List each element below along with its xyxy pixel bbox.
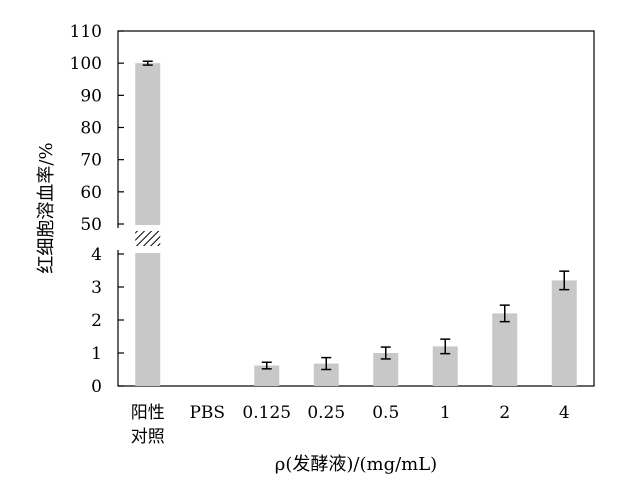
- y-tick-label: 3: [91, 278, 102, 298]
- bar: [492, 313, 518, 386]
- y-tick-label: 90: [80, 86, 102, 106]
- y-tick-label: 80: [80, 119, 102, 139]
- x-axis-label: ρ(发酵液)/(mg/mL): [275, 454, 437, 475]
- x-tick-label-line2: 对照: [131, 427, 165, 447]
- y-tick-label: 2: [91, 311, 102, 331]
- y-tick-label: 1: [91, 344, 102, 364]
- y-axis-label: 红细胞溶血率/%: [36, 142, 57, 273]
- axis-break-mark: [135, 231, 161, 246]
- x-tick-label: 1: [440, 403, 451, 423]
- bar: [135, 63, 161, 387]
- y-tick-label: 70: [80, 151, 102, 171]
- bars-group: [134, 63, 577, 387]
- bar: [313, 363, 339, 386]
- x-tick-label: 4: [559, 403, 570, 423]
- x-tick-label: 0.125: [242, 403, 291, 423]
- plot-border: [117, 30, 595, 387]
- y-axis-ticks: 0 1 2 3 4 50 60 70 80 90 100 110: [70, 22, 124, 397]
- error-bars-group: [142, 60, 570, 371]
- plot-frame: [115, 30, 595, 387]
- y-tick-label: 50: [80, 215, 102, 235]
- bar: [551, 280, 577, 386]
- y-axis-break: [115, 228, 121, 250]
- y-tick-label: 0: [91, 377, 102, 397]
- y-tick-label: 100: [70, 54, 102, 74]
- x-tick-label: 0.5: [372, 403, 399, 423]
- x-tick-label: 阳性: [131, 403, 165, 423]
- x-tick-label: PBS: [189, 403, 225, 423]
- y-tick-label: 110: [70, 22, 102, 42]
- x-tick-label: 0.25: [307, 403, 345, 423]
- y-tick-label: 4: [91, 245, 102, 265]
- y-tick-label: 60: [80, 183, 102, 203]
- bar: [254, 365, 280, 386]
- x-tick-label: 2: [499, 403, 510, 423]
